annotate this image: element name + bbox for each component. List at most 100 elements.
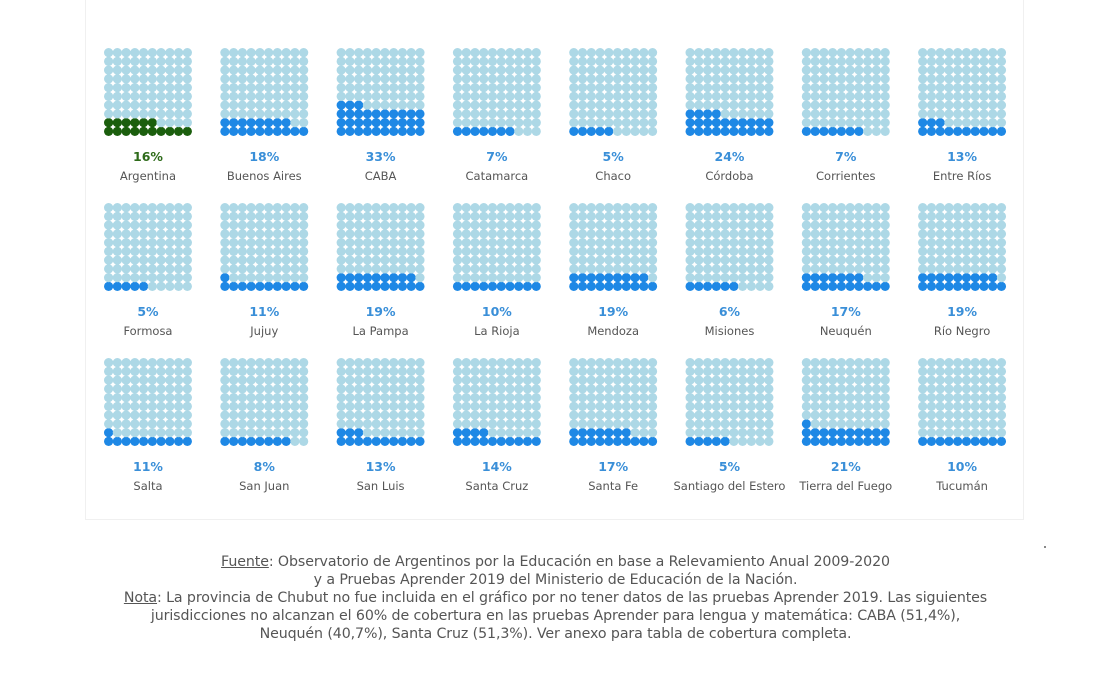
waffle-dot-empty (988, 428, 998, 438)
waffle-dot-empty (182, 384, 192, 394)
waffle-dot-empty (182, 65, 192, 75)
waffle-dot-empty (845, 358, 855, 368)
waffle-dot-empty (229, 91, 239, 101)
waffle-dot-empty (738, 229, 748, 239)
waffle-dot-empty (577, 229, 588, 239)
waffle-dot-empty (871, 255, 882, 265)
waffle-dot-empty (130, 238, 140, 248)
waffle-dot-empty (764, 428, 774, 438)
waffle-dot-empty (738, 358, 748, 368)
waffle-dot-empty (104, 238, 114, 248)
waffle-dot-filled (362, 273, 373, 283)
waffle-dot-empty (639, 246, 649, 256)
waffle-dot-empty (828, 255, 838, 265)
waffle-san-juan: 8%San Juan (220, 358, 309, 493)
waffle-dot-filled (406, 273, 416, 283)
waffle-dot-empty (174, 238, 184, 248)
waffle-dot-empty (854, 48, 864, 58)
waffle-dot-empty (926, 238, 937, 248)
waffle-dot-empty (174, 401, 184, 411)
waffle-dot-empty (452, 384, 463, 394)
waffle-dot-empty (918, 83, 928, 93)
waffle-dot-filled (220, 273, 230, 283)
waffle-dot-empty (569, 220, 579, 230)
waffle-dot-filled (104, 281, 114, 291)
waffle-dot-empty (729, 229, 739, 239)
waffle-dot-empty (953, 246, 963, 256)
waffle-dot-filled (345, 428, 355, 438)
waffle-dot-filled (272, 436, 282, 446)
waffle-dot-empty (738, 393, 748, 403)
waffle-dot-filled (944, 436, 954, 446)
waffle-dot-empty (630, 65, 640, 75)
waffle-dot-filled (703, 118, 713, 128)
waffle-dot-empty (281, 273, 291, 283)
waffle-dot-empty (531, 65, 541, 75)
waffle-dot-empty (281, 428, 291, 438)
waffle-dot-filled (854, 126, 864, 136)
waffle-dot-empty (569, 384, 579, 394)
waffle-dot-empty (970, 419, 980, 429)
waffle-dot-empty (182, 118, 192, 128)
waffle-dot-empty (522, 264, 533, 274)
waffle-dot-empty (415, 211, 425, 221)
waffle-dot-empty (577, 74, 588, 84)
waffle-dot-empty (746, 366, 756, 376)
waffle-dot-empty (569, 366, 579, 376)
waffle-dot-empty (156, 366, 166, 376)
waffle-dot-empty (836, 211, 847, 221)
waffle-dot-empty (406, 393, 416, 403)
waffle-dot-empty (685, 358, 695, 368)
waffle-dot-empty (415, 83, 425, 93)
waffle-dot-empty (487, 264, 498, 274)
waffle-dot-empty (854, 203, 864, 213)
waffle-dot-empty (755, 109, 765, 119)
waffle-dot-empty (621, 74, 631, 84)
waffle-dot-empty (871, 229, 882, 239)
waffle-dot-filled (953, 126, 963, 136)
waffle-santa-fe: 17%Santa Fe (569, 358, 658, 493)
waffle-dot-empty (531, 419, 541, 429)
waffle-dot-empty (220, 48, 230, 58)
waffle-dot-empty (112, 100, 122, 110)
waffle-santiago-del-estero: 5%Santiago del Estero (673, 358, 785, 493)
waffle-dot-empty (828, 238, 838, 248)
waffle-dot-empty (479, 393, 489, 403)
waffle-dot-empty (828, 83, 838, 93)
stray-dot (1044, 546, 1046, 548)
waffle-dot-empty (612, 203, 623, 213)
waffle-dot-empty (415, 428, 425, 438)
waffle-dot-empty (496, 264, 506, 274)
waffle-dot-empty (174, 74, 184, 84)
waffle-dot-empty (979, 91, 989, 101)
waffle-dot-empty (703, 419, 713, 429)
waffle-dot-empty (586, 358, 596, 368)
waffle-dot-empty (156, 56, 166, 66)
waffle-dot-empty (819, 91, 829, 101)
waffle-dot-empty (354, 255, 364, 265)
waffle-dot-filled (801, 126, 812, 136)
waffle-dot-empty (845, 118, 855, 128)
waffle-dot-empty (685, 419, 695, 429)
waffle-dot-empty (801, 264, 812, 274)
waffle-dot-empty (612, 65, 623, 75)
waffle-dot-empty (810, 91, 820, 101)
waffle-dot-empty (918, 255, 928, 265)
waffle-dot-empty (281, 238, 291, 248)
waffle-dot-empty (174, 384, 184, 394)
waffle-dot-empty (522, 255, 533, 265)
waffle-dot-empty (604, 100, 614, 110)
waffle-dot-empty (604, 384, 614, 394)
waffle-dot-empty (165, 229, 175, 239)
waffle-dot-empty (729, 428, 739, 438)
waffle-dot-empty (801, 246, 812, 256)
waffle-dot-empty (246, 65, 256, 75)
waffle-dot-filled (979, 126, 989, 136)
waffle-dot-empty (397, 246, 408, 256)
waffle-dot-empty (147, 264, 157, 274)
waffle-dot-empty (764, 48, 774, 58)
waffle-dot-empty (461, 229, 471, 239)
waffle-dot-empty (810, 375, 820, 385)
waffle-dot-empty (299, 220, 309, 230)
waffle-dot-filled (362, 281, 373, 291)
